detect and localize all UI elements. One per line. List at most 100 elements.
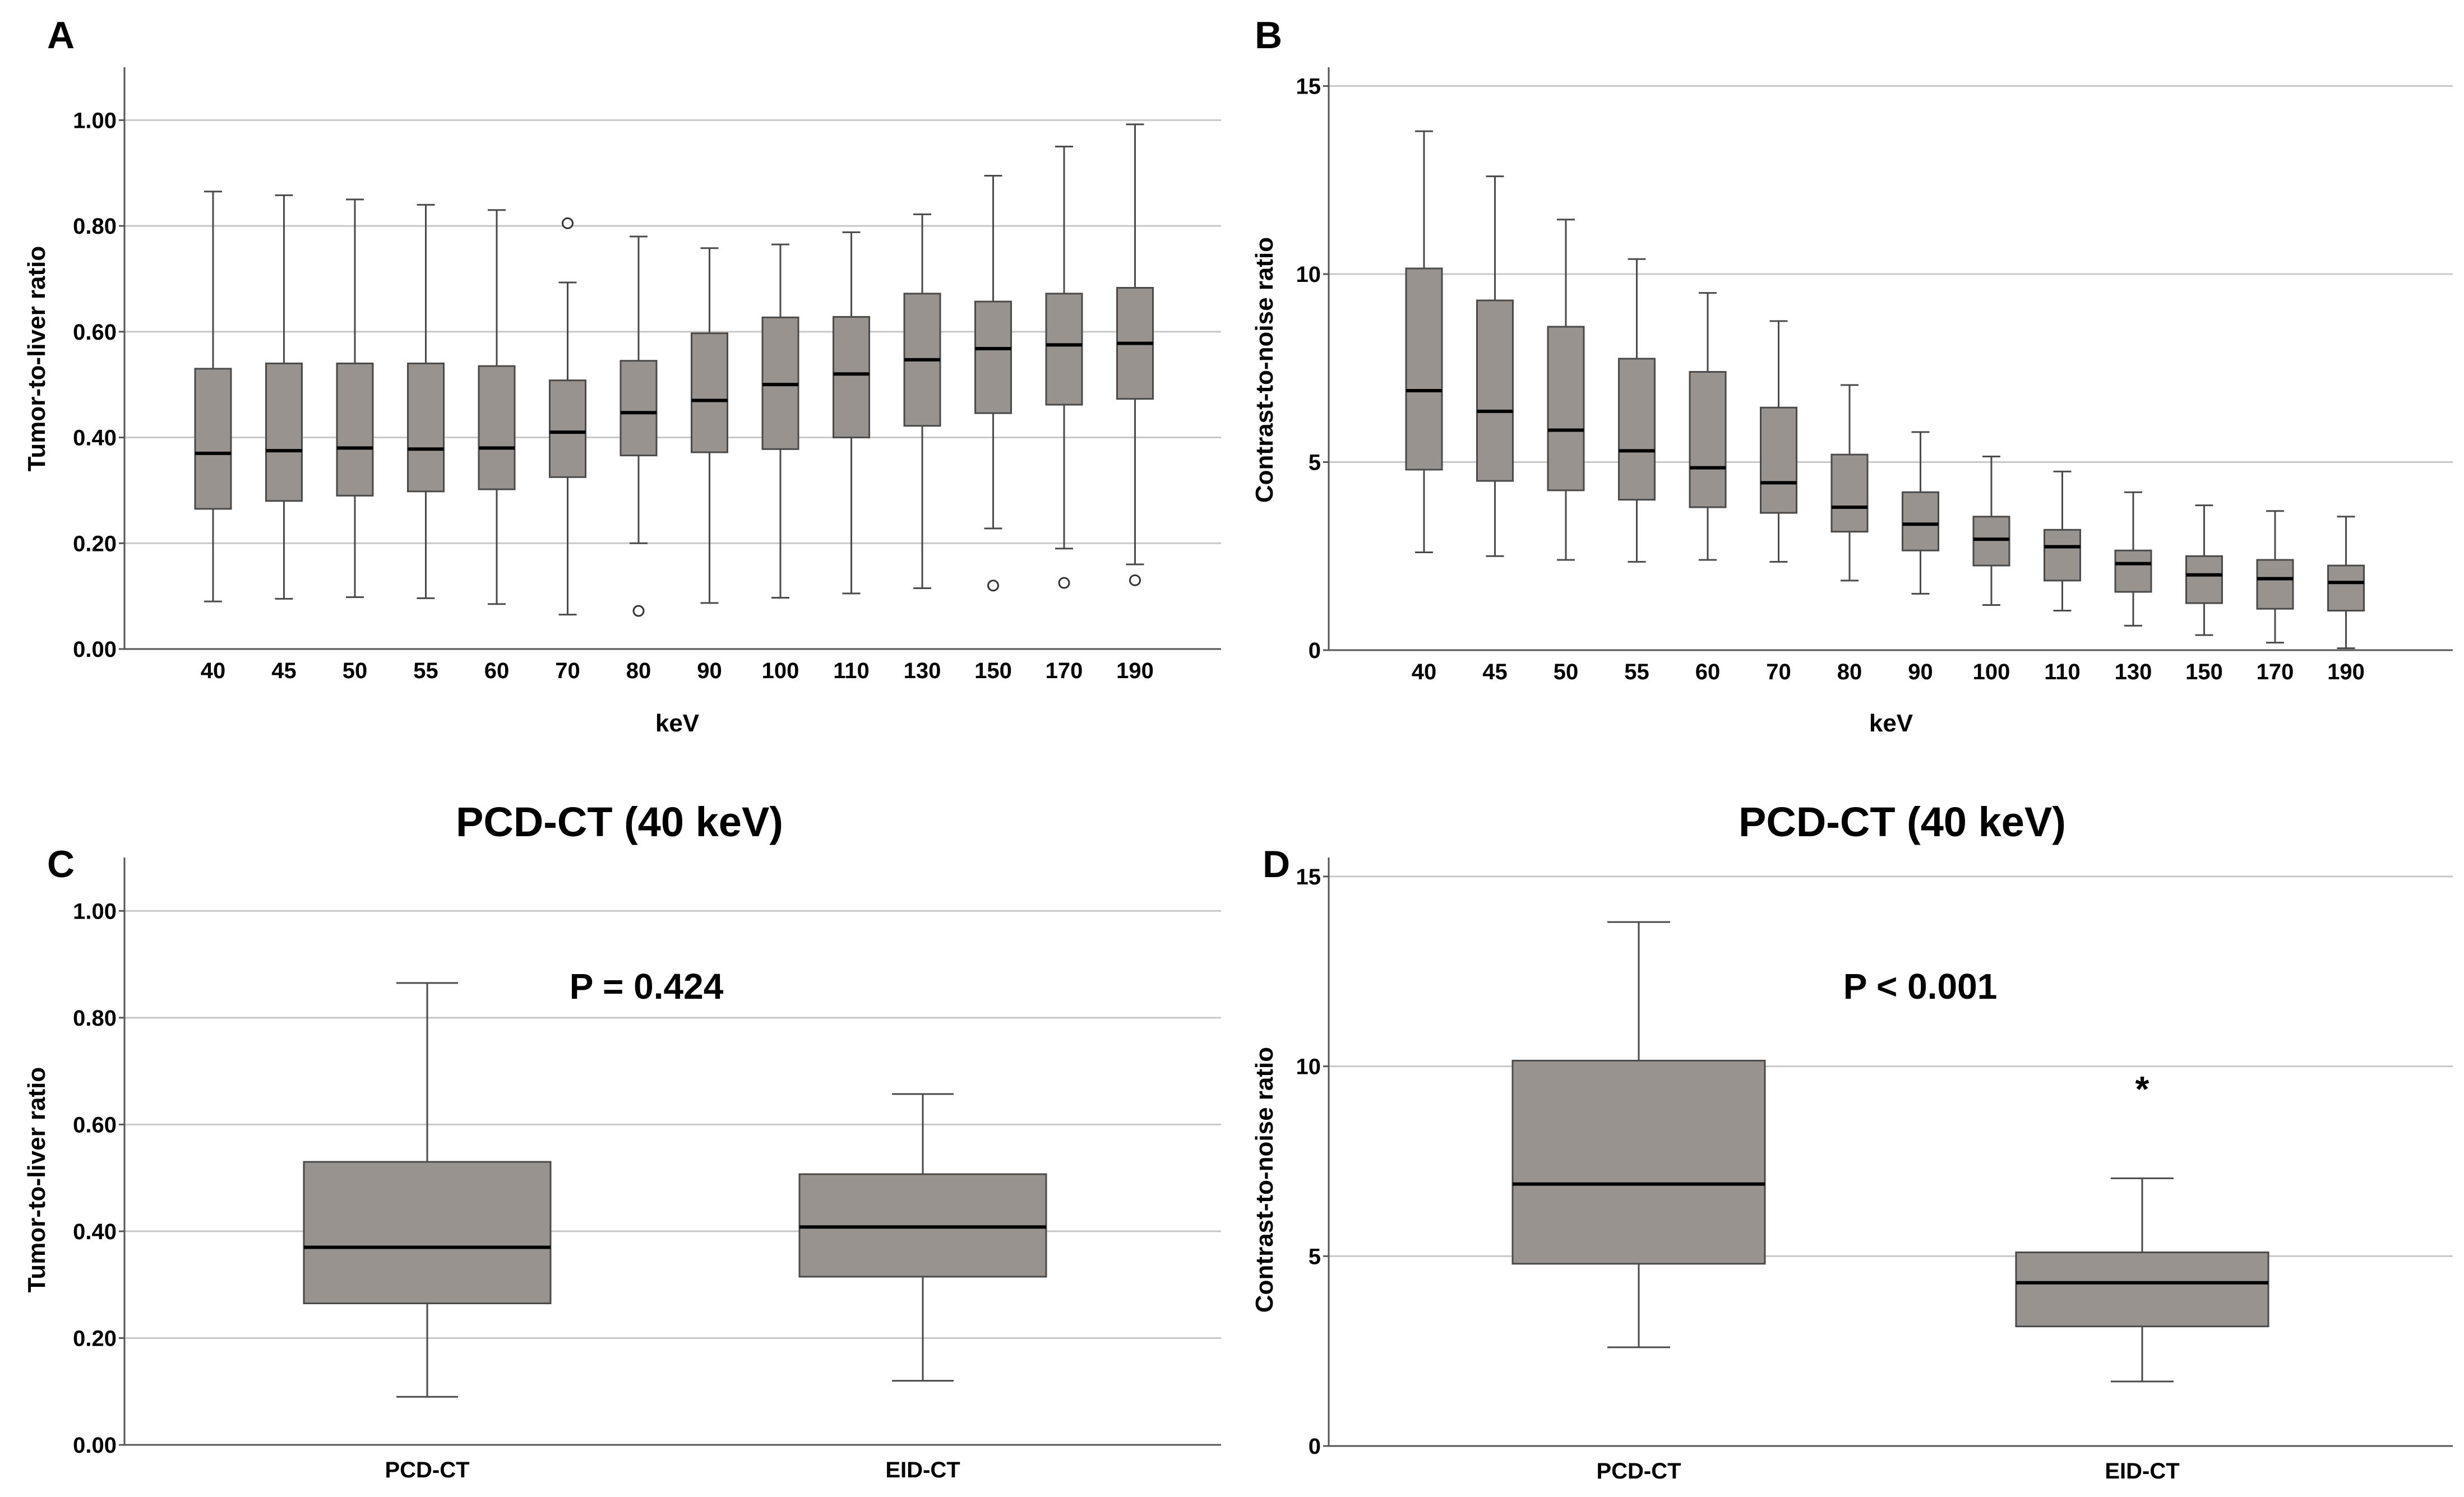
panel-b-box-60 [1689, 292, 1727, 561]
panel-a-outlier-point [1058, 577, 1070, 589]
iqr-box [1045, 293, 1083, 406]
panel-a-y-tick-label: 0.40 [73, 426, 117, 451]
panel-b-x-tick-label: 45 [1482, 660, 1508, 684]
panel-b-x-tick-label: 70 [1766, 660, 1791, 684]
panel-a-x-tick-label: 90 [697, 659, 722, 683]
panel-b-box-55 [1618, 258, 1656, 563]
panel-d-box-PCD-CT [1511, 921, 1766, 1348]
panel-d-gridlines [1329, 875, 2453, 1257]
panel-a-x-tick-label: 40 [201, 659, 226, 683]
panel-c: C PCD-CT (40 keV) P = 0.424 Tumor-to-liv… [23, 799, 1221, 1482]
panel-b-x-tick-label: 150 [2185, 660, 2223, 684]
iqr-box [2015, 1252, 2269, 1328]
panel-a-gridlines [124, 119, 1221, 544]
panel-a: A keV Tumor-to-liver ratio 0.00 0.20 0.40 0… [23, 14, 1221, 737]
panel-b-x-tick-label: 190 [2327, 660, 2365, 684]
iqr-box [2044, 529, 2081, 582]
panel-a-y-tick-label: 0.00 [73, 637, 117, 662]
panel-a-box-150 [974, 174, 1012, 530]
iqr-box [1972, 516, 2010, 567]
panel-a-box-55 [407, 203, 445, 599]
panel-b-x-tick-label: 170 [2257, 660, 2294, 684]
panel-b-y-tick-label: 0 [1309, 638, 1321, 663]
panel-b-x-tick-label: 50 [1554, 660, 1579, 684]
iqr-box [2185, 555, 2223, 604]
iqr-box [194, 368, 232, 510]
panel-d-y-tick-label: 15 [1296, 865, 1321, 889]
panel-a-x-axis-label: keV [655, 710, 700, 737]
panel-b-y-tick-label: 5 [1309, 451, 1321, 475]
panel-b-x-tick-label: 40 [1412, 660, 1437, 684]
panel-a-box-170 [1045, 146, 1083, 550]
panel-b-box-190 [2327, 516, 2365, 650]
panel-c-x-tick-label: EID-CT [885, 1458, 960, 1482]
panel-a-x-tick-label: 60 [484, 659, 510, 683]
panel-a-y-tick-label: 0.20 [73, 531, 117, 556]
panel-b-x-tick-label: 110 [2044, 660, 2081, 684]
panel-d-letter: D [1263, 843, 1290, 886]
panel-a-letter: A [47, 14, 75, 57]
panel-d-outlier-star: * [2135, 1069, 2149, 1109]
iqr-box [833, 316, 870, 439]
iqr-box [2256, 559, 2294, 610]
panel-b-box-45 [1476, 175, 1514, 557]
iqr-box [265, 362, 303, 502]
panel-a-box-40 [194, 191, 232, 602]
iqr-box [303, 1161, 552, 1305]
iqr-box [1547, 326, 1585, 492]
panel-c-y-tick-label: 0.00 [73, 1433, 117, 1458]
panel-a-outlier-point [562, 217, 574, 229]
panel-a-box-45 [265, 194, 303, 600]
panel-b-y-tick-label: 10 [1296, 262, 1321, 287]
panel-b-box-40 [1405, 130, 1443, 554]
iqr-box [478, 365, 516, 490]
panel-b-x-tick-label: 55 [1624, 660, 1649, 684]
panel-b-box-90 [1902, 431, 1939, 595]
iqr-box [1902, 491, 1939, 551]
panel-a-box-60 [478, 209, 516, 605]
panel-c-y-tick-label: 0.40 [73, 1220, 117, 1244]
panel-a-x-tick-label: 55 [413, 659, 438, 683]
panel-d-y-tick-label: 0 [1309, 1434, 1321, 1459]
iqr-box [1405, 267, 1443, 471]
panel-c-letter: C [47, 843, 75, 886]
panel-a-outlier-point [632, 605, 645, 617]
panel-b-y-tick-label: 15 [1296, 75, 1321, 99]
panel-a-x-tick-label: 80 [626, 659, 651, 683]
panel-b-x-tick-label: 130 [2115, 660, 2152, 684]
panel-a-outlier-point [1129, 574, 1141, 586]
iqr-box [2114, 549, 2152, 593]
panel-b-box-150 [2185, 504, 2223, 636]
iqr-box [1830, 453, 1869, 533]
panel-a-box-80 [620, 235, 658, 544]
iqr-box [1476, 299, 1514, 482]
panel-d-x-tick-label: PCD-CT [1596, 1459, 1681, 1484]
panel-b-gridlines [1329, 85, 2453, 464]
iqr-box [691, 332, 728, 453]
panel-b-box-50 [1547, 219, 1585, 561]
panel-a-x-tick-label: 150 [974, 659, 1012, 683]
panel-d-y-tick-label: 10 [1296, 1055, 1321, 1079]
panel-d-x-tick-label: EID-CT [2105, 1459, 2179, 1484]
panel-a-x-tick-label: 190 [1116, 659, 1154, 683]
panel-d-title: PCD-CT (40 keV) [1739, 799, 2066, 845]
panel-b-y-axis-label: Contrast-to-noise ratio [1251, 237, 1278, 503]
panel-b-box-110 [2044, 470, 2081, 612]
panel-c-y-axis-label: Tumor-to-liver ratio [23, 1067, 50, 1293]
panel-b-box-70 [1760, 320, 1797, 563]
iqr-box [1618, 358, 1656, 501]
panel-c-y-tick-label: 1.00 [73, 899, 117, 924]
iqr-box [974, 300, 1012, 414]
panel-c-p-value: P = 0.424 [570, 966, 724, 1007]
iqr-box [336, 362, 374, 497]
panel-a-x-tick-label: 70 [555, 659, 580, 683]
panel-a-y-tick-label: 1.00 [73, 108, 117, 133]
panel-a-box-100 [761, 243, 799, 599]
iqr-box [2327, 564, 2365, 612]
panel-d: D PCD-CT (40 keV) P < 0.001 Contrast-to-… [1251, 799, 2453, 1484]
panel-b-box-80 [1830, 384, 1869, 582]
panel-a-x-tick-label: 130 [904, 659, 941, 683]
panel-a-y-axis-label: Tumor-to-liver ratio [23, 246, 50, 472]
iqr-box [1760, 406, 1797, 514]
